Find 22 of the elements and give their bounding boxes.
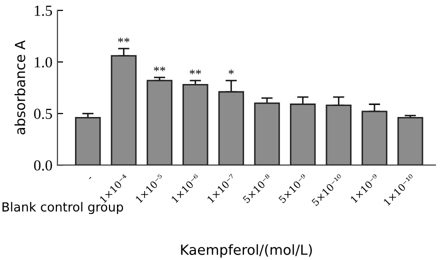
bar	[182, 84, 208, 166]
bar	[290, 104, 316, 166]
y-tick-label: 0.5	[34, 108, 52, 120]
x-tick-label: -	[89, 176, 92, 180]
bar	[397, 116, 424, 166]
x-axis-title: Kaempferol/(mol/L)	[181, 244, 312, 258]
bar	[362, 110, 388, 166]
annotation: *	[228, 70, 234, 74]
y-axis-title: absorbance A	[14, 40, 26, 134]
bar	[75, 116, 101, 166]
annotation: **	[118, 38, 130, 42]
bar	[326, 104, 352, 166]
bar	[254, 102, 280, 166]
y-tick-label: 1.0	[34, 57, 52, 68]
annotation: **	[190, 70, 202, 74]
bar	[110, 55, 137, 166]
bar	[218, 91, 244, 166]
bar	[146, 80, 172, 166]
annotation: **	[154, 66, 166, 72]
text: Blank control group	[2, 202, 124, 214]
y-tick-label: 1.5	[34, 6, 52, 16]
y-tick-label: 0.0	[34, 160, 52, 171]
